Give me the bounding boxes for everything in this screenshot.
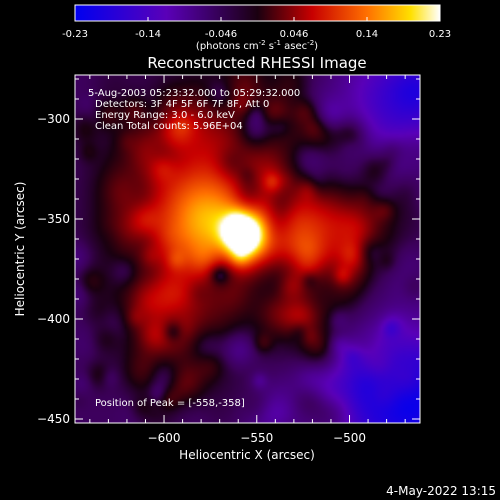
x-tick-label: −550 <box>240 431 273 445</box>
colorbar-tick-label: -0.23 <box>62 29 88 40</box>
colorbar-ticks: -0.23 -0.14 -0.046 0.046 0.14 0.23 <box>62 17 451 40</box>
colorbar-tick-label: -0.14 <box>135 29 161 40</box>
annotation-line: Detectors: 3F 4F 5F 6F 7F 8F, Att 0 <box>95 99 269 110</box>
colorbar-tick-label: 0.046 <box>280 29 309 40</box>
y-axis-label: Heliocentric Y (arcsec) <box>13 182 27 317</box>
y-tick-label: −350 <box>37 212 70 226</box>
colorbar-tick-label: 0.23 <box>429 29 451 40</box>
y-tick-label: −450 <box>37 412 70 426</box>
colorbar-tick-label: 0.14 <box>356 29 378 40</box>
x-tick-label: −600 <box>148 431 181 445</box>
plot-frame <box>74 74 421 424</box>
colorbar-frame <box>74 4 441 22</box>
heatmap-image <box>75 75 420 423</box>
peak-position-label: Position of Peak = [-558,-358] <box>95 398 245 409</box>
colorbar <box>75 5 440 21</box>
annotation-line: 5-Aug-2003 05:23:32.000 to 05:29:32.000 <box>88 88 300 99</box>
x-axis-label: Heliocentric X (arcsec) <box>179 448 315 462</box>
x-tick-label: −500 <box>333 431 366 445</box>
chart-title: Reconstructed RHESSI Image <box>147 54 366 72</box>
annotation-line: Energy Range: 3.0 - 6.0 keV <box>95 110 235 121</box>
colorbar-tick-label: -0.046 <box>205 29 237 40</box>
colorbar-unit-label: (photons cm-2 s-1 asec-2) <box>196 39 318 52</box>
image-annotations: 5-Aug-2003 05:23:32.000 to 05:29:32.000D… <box>88 88 300 132</box>
y-tick-label: −300 <box>37 112 70 126</box>
y-tick-label: −400 <box>37 312 70 326</box>
axis-ticks: −600 −550 −500 −300 −350 −400 −450 <box>37 75 420 445</box>
annotation-line: Clean Total counts: 5.96E+04 <box>95 121 243 132</box>
render-timestamp: 4-May-2022 13:15 <box>386 484 496 498</box>
